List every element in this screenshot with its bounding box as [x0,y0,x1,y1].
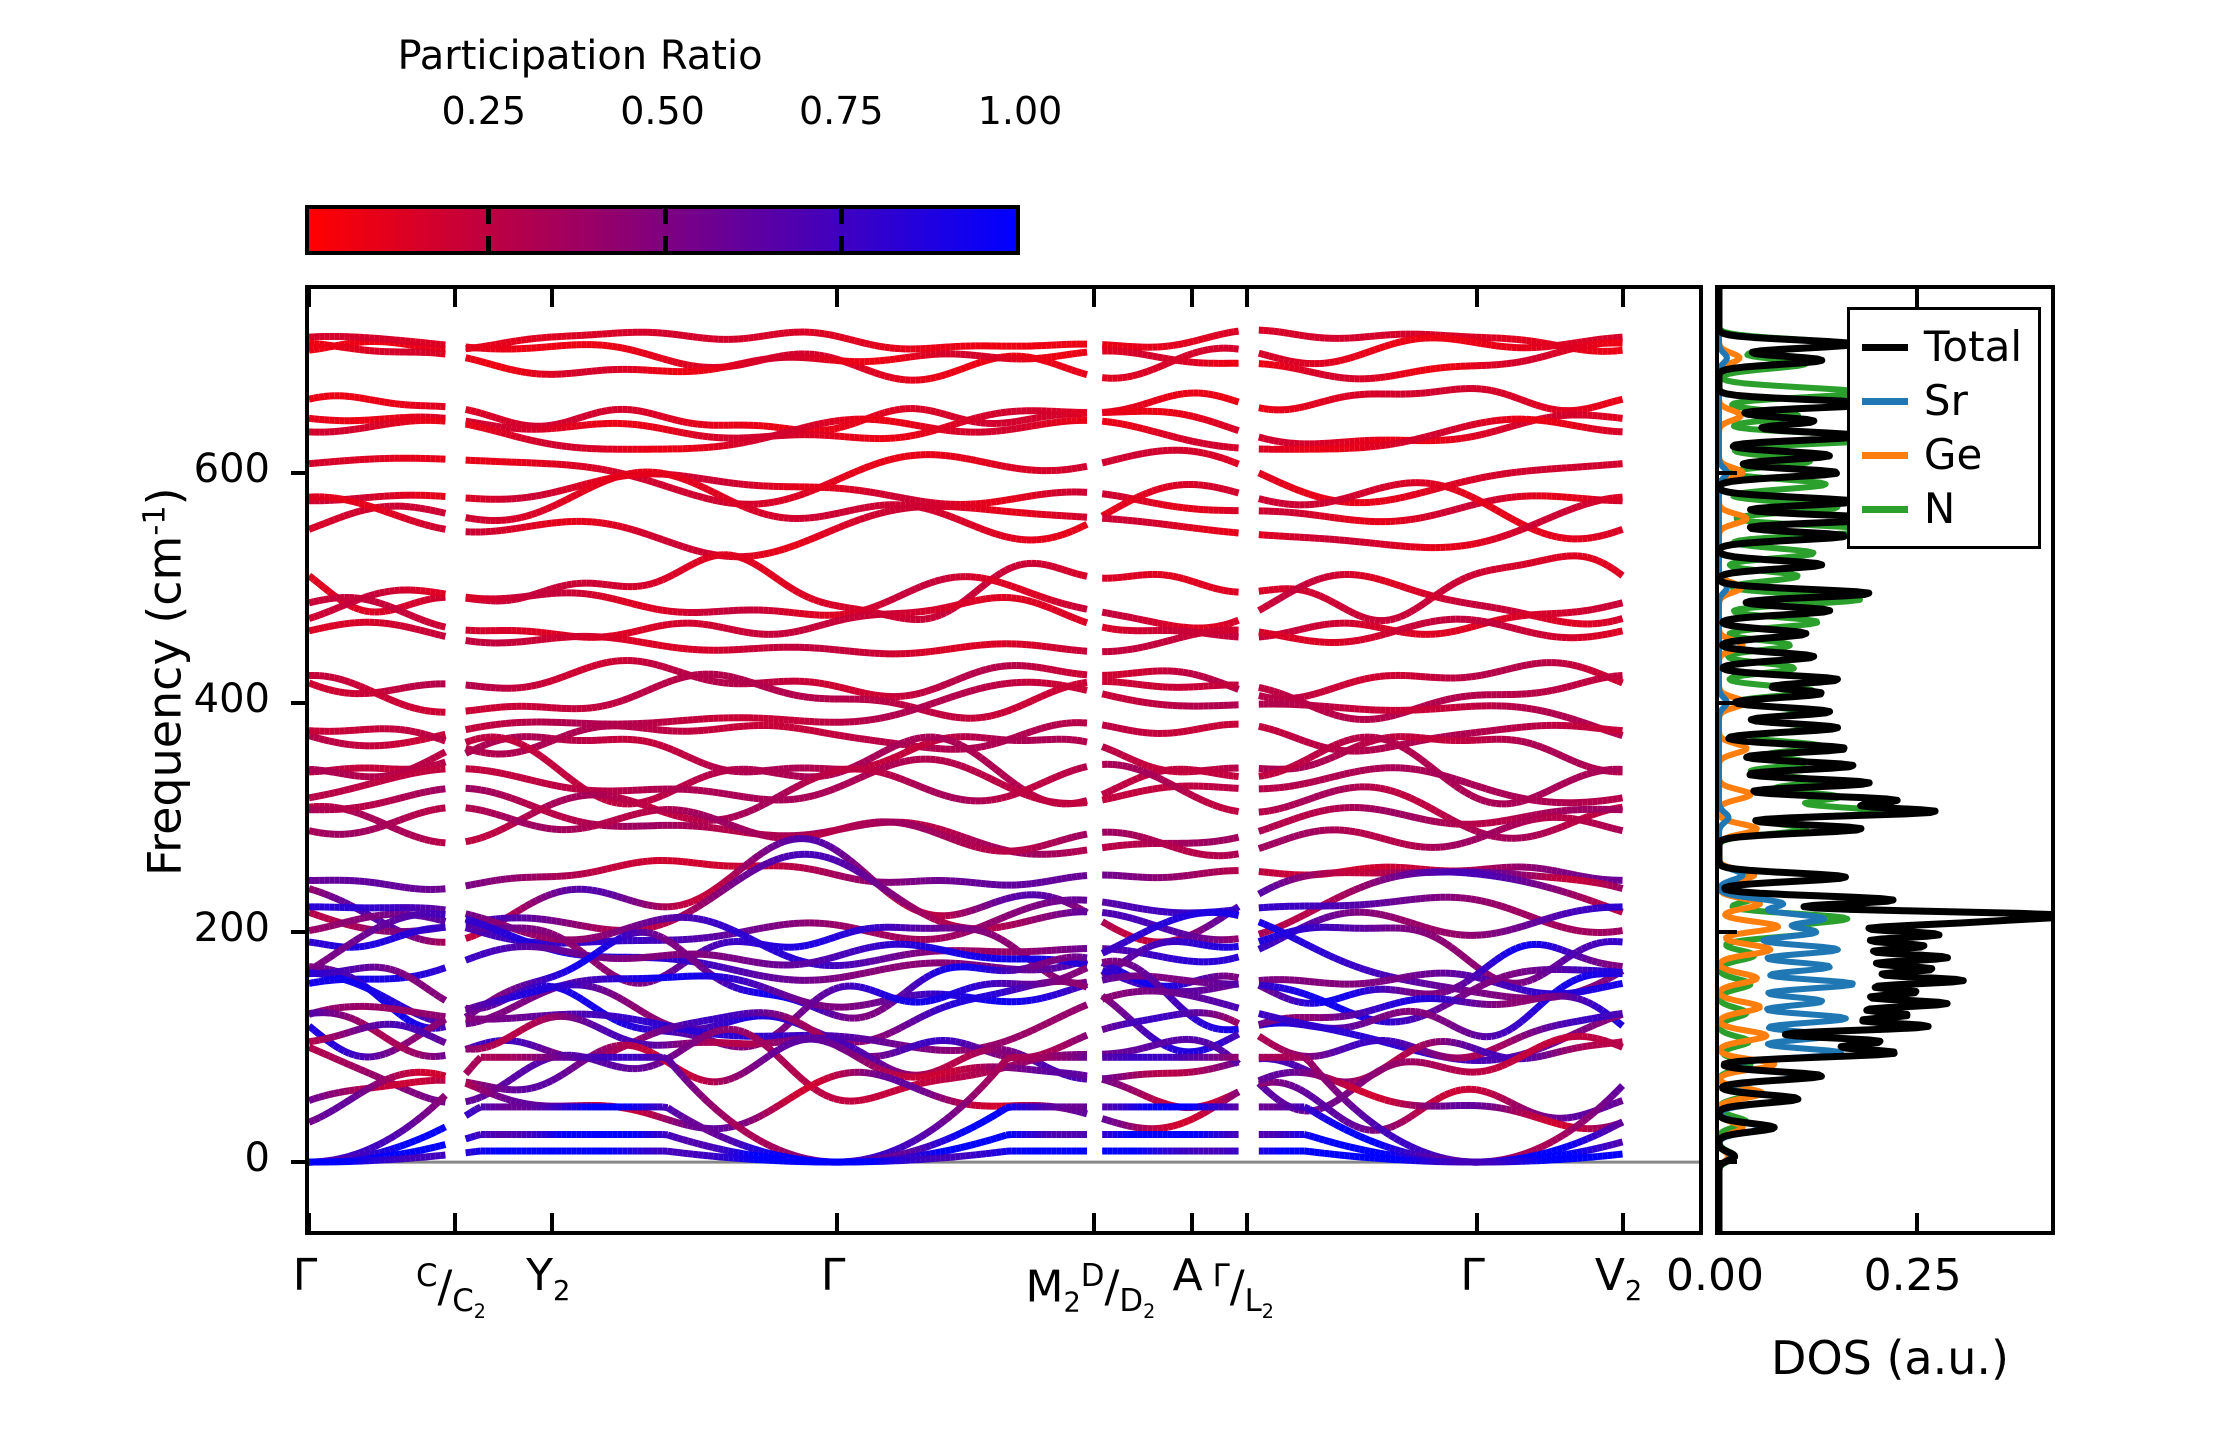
legend-item: N [1861,482,2022,536]
legend-label: Sr [1923,376,1968,425]
legend-item: Ge [1861,428,2022,482]
legend-swatch [1861,343,1908,351]
colorbar-tick-label: 0.75 [798,89,884,133]
dos-x-axis-tick-top [1717,289,1721,307]
x-axis-tick-top [1245,289,1250,307]
dos-legend: Total Sr Ge N [1846,307,2041,549]
y-axis-tick [291,700,309,705]
x-axis-tick-top [1189,289,1194,307]
dos-y-axis-tick [1719,470,1737,475]
legend-item: Total [1861,320,2022,374]
dos-y-axis-tick [1719,1160,1737,1165]
dos-x-axis-tick [1717,1213,1721,1231]
x-axis-tick [835,1213,840,1231]
dos-x-tick-labels: 0.00 0.25 [1630,1248,2150,1308]
colorbar-tick-mark [662,236,668,251]
colorbar-tick-label: 0.25 [441,89,527,133]
legend-label: Ge [1923,430,1983,479]
dos-x-axis-tick [1914,1213,1919,1231]
colorbar-title: Participation Ratio [397,33,763,79]
x-axis-tick [1474,1213,1479,1231]
x-axis-tick-label: V2 [1594,1250,1643,1307]
x-axis-tick-label: Γ [292,1250,318,1301]
colorbar-tick-mark [839,209,845,224]
x-axis-tick [307,1213,311,1231]
x-axis-tick-label: Γ/L2 [1212,1258,1274,1324]
y-axis-tick [291,1160,309,1165]
participation-ratio-colorbar [305,205,1020,255]
x-axis-tick [1189,1213,1194,1231]
colorbar-tick-label: 0.50 [620,89,705,133]
x-axis-tick-label: Γ [820,1250,846,1301]
y-axis-tick-label: 200 [193,905,270,952]
x-axis-tick [1620,1213,1625,1231]
legend-swatch [1861,505,1908,513]
legend-swatch [1861,451,1908,459]
dos-x-axis-tick-label: 0.00 [1666,1250,1764,1301]
x-axis-tick-top [452,289,457,307]
x-axis-tick-top [550,289,555,307]
x-axis-tick-top [1092,289,1097,307]
phonon-dos-panel: Total Sr Ge N [1715,285,2055,1235]
legend-item: Sr [1861,374,2022,428]
colorbar-tick-mark [485,209,491,224]
x-axis-tick-label: Y2 [526,1250,571,1307]
band-curves [309,326,1626,1166]
dos-y-axis-tick [1719,930,1737,935]
x-axis-tick-top [307,289,311,307]
phonon-band-structure-panel [291,285,1703,1235]
y-axis-tick [291,930,309,935]
colorbar-tick-mark [839,236,845,251]
dos-curve-total [1719,289,2051,1231]
band-x-tick-labels: Γ C/C2 Y2 Γ M2D/D2 A Γ/L2 Γ V2 [293,1248,1703,1358]
x-axis-tick-label: M2D/D2 [1025,1258,1156,1324]
dos-axis-title: DOS (a.u.) [1771,1331,2009,1385]
colorbar-tick-mark [662,209,668,224]
y-axis-tick-label: 600 [193,445,270,492]
colorbar-tick-label: 1.00 [977,89,1063,133]
x-axis-tick-label: C/C2 [415,1258,486,1324]
y-axis-tick-label: 400 [193,675,270,722]
x-axis-tick [1092,1213,1097,1231]
dos-plot [1719,289,2051,1231]
x-axis-tick-top [835,289,840,307]
colorbar-tick-labels: 0.25 0.50 0.75 1.00 [215,88,1115,134]
dos-x-axis-tick-top [1914,289,1919,307]
band-structure-plot [309,326,1699,1166]
y-axis-tick [291,470,309,475]
y-axis-label-exponent: -1 [137,505,173,536]
dos-y-axis-tick [1719,700,1737,705]
x-axis-tick [1245,1213,1250,1231]
x-axis-tick [550,1213,555,1231]
dos-x-axis-tick-label: 0.25 [1863,1250,1962,1301]
x-axis-tick-top [1620,289,1625,307]
x-axis-tick-top [1474,289,1479,307]
legend-label: Total [1923,322,2022,371]
x-axis-tick-label: A [1172,1250,1203,1301]
legend-label: N [1923,484,1956,533]
x-axis-tick-label: Γ [1460,1250,1485,1301]
x-axis-tick [452,1213,457,1231]
colorbar-tick-mark [485,236,491,251]
legend-swatch [1861,397,1908,405]
y-axis-tick-label: 0 [244,1135,270,1182]
